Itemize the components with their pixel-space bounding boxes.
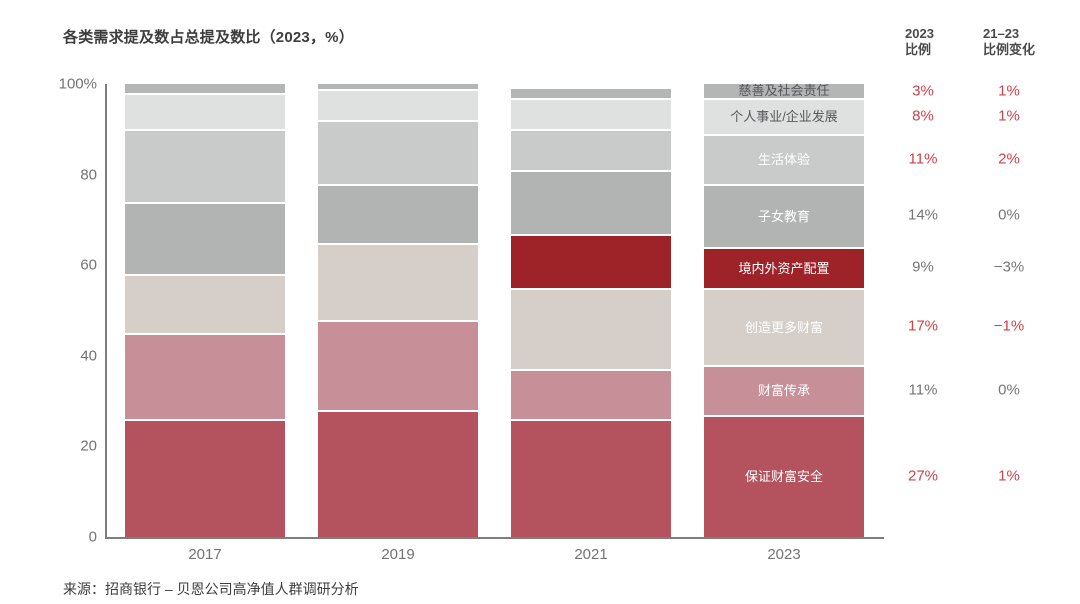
x-axis-label-2017: 2017	[188, 546, 222, 563]
segment-label-charity-social-responsibility: 慈善及社会责任	[738, 83, 830, 99]
segment-wealth-safety-2017	[125, 419, 285, 537]
segment-charity-social-responsibility-2021	[511, 88, 671, 98]
segment-children-education-2023: 子女教育	[704, 183, 864, 248]
segment-wealth-inheritance-2023: 财富传承	[704, 364, 864, 415]
segment-charity-social-responsibility-2019	[318, 84, 478, 89]
segment-create-more-wealth-2023: 创造更多财富	[704, 287, 864, 365]
value-change-wealth-safety: 1%	[998, 467, 1020, 485]
column-header-2023-ratio: 2023 比例	[905, 26, 934, 58]
segment-label-create-more-wealth: 创造更多财富	[744, 319, 823, 335]
segment-charity-social-responsibility-2017	[125, 84, 285, 94]
value-2023-children-education: 14%	[907, 206, 939, 224]
segment-label-children-education: 子女教育	[757, 208, 810, 224]
segment-asset-allocation-2021	[511, 233, 671, 288]
value-2023-wealth-inheritance: 11%	[908, 381, 938, 399]
segment-career-development-2021	[511, 97, 671, 130]
segment-asset-allocation-2023: 境内外资产配置	[704, 247, 864, 288]
segment-life-experience-2023: 生活体验	[704, 133, 864, 184]
x-axis-label-2019: 2019	[381, 546, 415, 563]
value-change-charity-social-responsibility: 1%	[998, 82, 1020, 100]
segment-children-education-2019	[318, 183, 478, 243]
segment-label-life-experience: 生活体验	[757, 152, 810, 168]
segment-label-wealth-inheritance: 财富传承	[757, 383, 810, 399]
y-axis-tick-0: 0	[88, 528, 97, 546]
segment-life-experience-2017	[125, 129, 285, 202]
bar-2019	[318, 84, 478, 537]
value-change-create-more-wealth: −1%	[993, 317, 1025, 335]
value-2023-asset-allocation: 9%	[912, 258, 934, 276]
value-2023-life-experience: 11%	[908, 150, 938, 168]
segment-life-experience-2019	[318, 120, 478, 184]
segment-create-more-wealth-2017	[125, 274, 285, 334]
segment-wealth-safety-2023: 保证财富安全	[704, 414, 864, 537]
value-change-wealth-inheritance: 0%	[998, 381, 1020, 399]
stacked-bar-chart: 保证财富安全 财富传承 创造更多财富 境内外资产配置 子女教育 生活体验 个人事业/企业发展…	[105, 84, 884, 539]
y-axis-tick-60: 60	[80, 256, 97, 274]
value-change-life-experience: 2%	[998, 150, 1020, 168]
segment-label-wealth-safety: 保证财富安全	[744, 469, 823, 485]
y-axis-tick-80: 80	[80, 166, 97, 184]
segment-career-development-2017	[125, 93, 285, 130]
x-axis-label-2023: 2023	[767, 546, 801, 563]
segment-charity-social-responsibility-2023: 慈善及社会责任	[704, 84, 864, 98]
segment-wealth-inheritance-2017	[125, 333, 285, 420]
segment-create-more-wealth-2019	[318, 242, 478, 320]
value-2023-charity-social-responsibility: 3%	[912, 82, 934, 100]
segment-wealth-inheritance-2019	[318, 319, 478, 411]
value-change-asset-allocation: −3%	[993, 258, 1025, 276]
value-2023-wealth-safety: 27%	[907, 467, 939, 485]
segment-wealth-safety-2021	[511, 419, 671, 537]
value-change-children-education: 0%	[998, 206, 1020, 224]
segment-wealth-inheritance-2021	[511, 369, 671, 420]
value-2023-create-more-wealth: 17%	[907, 317, 939, 335]
source-note: 来源：招商银行 – 贝恩公司高净值人群调研分析	[63, 581, 359, 597]
bar-2017	[125, 84, 285, 537]
segment-wealth-safety-2019	[318, 410, 478, 537]
column-header-21-23-change: 21–23 比例变化	[983, 26, 1036, 58]
chart-title: 各类需求提及数占总提及数比（2023，%）	[63, 29, 354, 46]
segment-children-education-2017	[125, 201, 285, 275]
bar-2023: 保证财富安全 财富传承 创造更多财富 境内外资产配置 子女教育 生活体验 个人事业/企业发展…	[704, 84, 864, 537]
segment-create-more-wealth-2021	[511, 287, 671, 370]
y-axis-tick-40: 40	[80, 347, 97, 365]
value-2023-career-development: 8%	[912, 107, 934, 125]
segment-life-experience-2021	[511, 129, 671, 171]
value-change-career-development: 1%	[998, 107, 1020, 125]
segment-career-development-2023: 个人事业/企业发展	[704, 97, 864, 134]
y-axis-tick-100: 100%	[58, 75, 97, 93]
segment-career-development-2019	[318, 88, 478, 121]
segment-label-career-development: 个人事业/企业发展	[730, 109, 838, 125]
segment-label-asset-allocation: 境内外资产配置	[738, 260, 830, 276]
segment-children-education-2021	[511, 170, 671, 234]
y-axis-tick-20: 20	[80, 437, 97, 455]
x-axis-label-2021: 2021	[574, 546, 608, 563]
bar-2021	[511, 84, 671, 537]
